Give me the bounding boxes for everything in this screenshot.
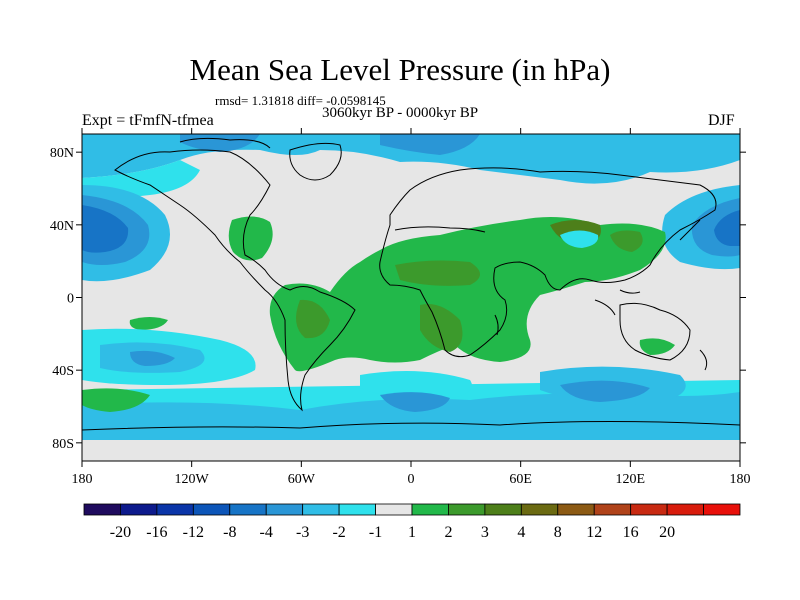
map-title: Mean Sea Level Pressure (in hPa) — [189, 52, 611, 87]
colorbar-label: -4 — [260, 524, 273, 541]
lon-tick-label: 60E — [509, 472, 532, 487]
colorbar-label: 2 — [444, 524, 452, 541]
colorbar-label: 16 — [623, 524, 639, 541]
colorbar-swatch — [375, 503, 413, 516]
colorbar-label: 20 — [659, 524, 675, 541]
colorbar-swatch — [630, 503, 668, 516]
colorbar-swatch — [83, 503, 121, 516]
map-field — [82, 134, 740, 461]
lon-tick-label: 180 — [730, 472, 751, 487]
experiment-label: Expt = tFmfN-tfmea — [82, 112, 214, 129]
colorbar-swatch — [703, 503, 741, 516]
lat-tick-label: 0 — [67, 292, 74, 307]
colorbar-swatch — [593, 503, 632, 516]
axis-ticks: 80N 40N 0 40S 80S 180 120W 60W 0 60E 120E 180 — [50, 128, 751, 487]
colorbar-swatch — [338, 503, 376, 516]
lon-tick-label: 120E — [616, 472, 646, 487]
colorbar-label: 8 — [554, 524, 562, 541]
colorbar-label: 3 — [481, 524, 489, 541]
colorbar-swatch — [302, 503, 340, 516]
colorbar-swatch — [557, 503, 595, 516]
lon-tick-label: 0 — [408, 472, 415, 487]
lat-tick-label: 40N — [50, 219, 74, 234]
colorbar-label: 12 — [586, 524, 602, 541]
colorbar-swatch — [156, 503, 194, 516]
colorbar-swatch — [192, 503, 231, 516]
colorbar-swatch — [448, 503, 486, 516]
colorbar-label: -8 — [223, 524, 236, 541]
lat-tick-label: 40S — [52, 364, 74, 379]
colorbar-swatch — [520, 503, 559, 516]
lon-tick-label: 60W — [288, 472, 316, 487]
lat-tick-label: 80S — [52, 437, 74, 452]
colorbar-swatch — [229, 503, 267, 516]
colorbar-label: -3 — [296, 524, 309, 541]
season-label: DJF — [708, 112, 735, 129]
period-text: 3060kyr BP - 0000kyr BP — [322, 105, 479, 121]
colorbar-label: -12 — [183, 524, 204, 541]
colorbar-label: 4 — [517, 524, 525, 541]
lat-tick-label: 80N — [50, 146, 74, 161]
lon-tick-label: 180 — [72, 472, 93, 487]
colorbar-swatch — [265, 503, 304, 516]
coastlines — [82, 137, 740, 431]
stats-text: rmsd= 1.31818 diff= -0.0598145 — [215, 93, 386, 108]
colorbar-label: 1 — [408, 524, 416, 541]
colorbar-swatch — [666, 503, 704, 516]
lon-tick-label: 120W — [175, 472, 210, 487]
colorbar-label: -2 — [332, 524, 345, 541]
colorbar-label: -16 — [146, 524, 167, 541]
colorbar-swatch — [411, 503, 449, 516]
colorbar-label: -1 — [369, 524, 382, 541]
colorbar-label: -20 — [110, 524, 131, 541]
colorbar-swatch — [120, 503, 158, 516]
colorbar: -20 -16 -12 -8 -4 -3 -2 -1 1 2 3 4 8 12 16 20 — [83, 503, 741, 541]
colorbar-swatch — [484, 503, 522, 516]
